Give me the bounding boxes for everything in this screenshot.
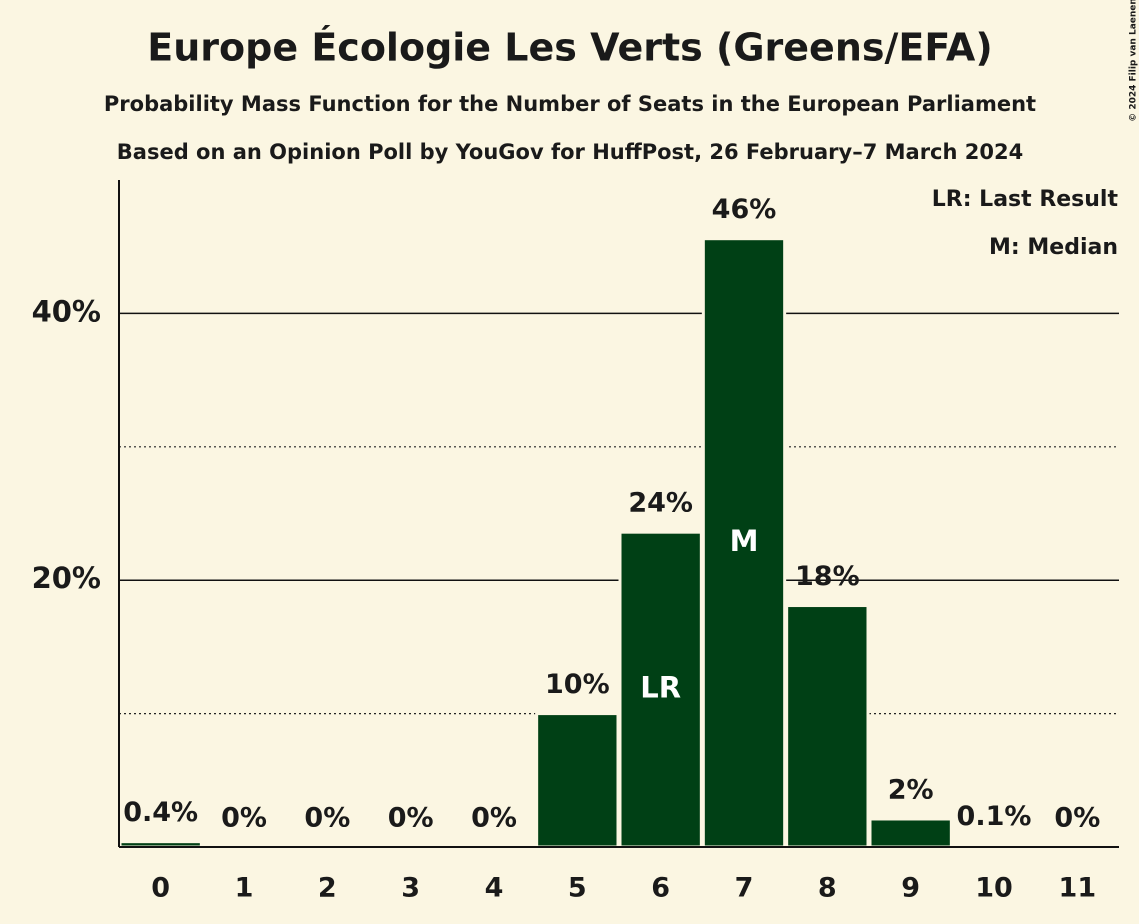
bar <box>535 712 620 849</box>
value-label: 10% <box>545 669 610 700</box>
copyright: © 2024 Filip van Laenen <box>1129 0 1139 122</box>
y-tick-label: 40% <box>32 294 101 328</box>
x-tick-label: 2 <box>318 873 337 904</box>
legend-entry: M: Median <box>989 235 1118 260</box>
y-tick-label: 20% <box>32 561 101 595</box>
x-tick-label: 4 <box>485 873 504 904</box>
bar <box>868 817 953 849</box>
value-label: 46% <box>712 194 777 225</box>
value-label: 24% <box>628 488 693 519</box>
value-label: 0% <box>471 803 517 834</box>
x-tick-label: 11 <box>1059 873 1097 904</box>
value-label: 0% <box>221 803 267 834</box>
value-label: 2% <box>888 774 934 805</box>
chart-source: Based on an Opinion Poll by YouGov for H… <box>117 140 1023 164</box>
value-label: 0.1% <box>957 801 1032 832</box>
chart-subtitle: Probability Mass Function for the Number… <box>104 92 1036 116</box>
x-tick-label: 10 <box>975 873 1013 904</box>
x-tick-label: 5 <box>568 873 587 904</box>
value-label: 0% <box>1054 803 1100 834</box>
x-tick-label: 9 <box>901 873 920 904</box>
value-label: 0% <box>304 803 350 834</box>
x-tick-label: 3 <box>401 873 420 904</box>
x-tick-label: 0 <box>151 873 170 904</box>
legend-entry: LR: Last Result <box>932 187 1119 212</box>
value-label: 0.4% <box>123 797 198 828</box>
value-label: 0% <box>388 803 434 834</box>
x-tick-label: 7 <box>735 873 754 904</box>
value-label: 18% <box>795 561 860 592</box>
bar <box>618 530 703 849</box>
bar-marker: M <box>730 524 759 558</box>
bar-marker: LR <box>640 671 681 705</box>
x-tick-label: 1 <box>235 873 254 904</box>
x-tick-label: 6 <box>651 873 670 904</box>
x-tick-label: 8 <box>818 873 837 904</box>
chart-title: Europe Écologie Les Verts (Greens/EFA) <box>147 26 992 70</box>
bar <box>785 604 870 849</box>
